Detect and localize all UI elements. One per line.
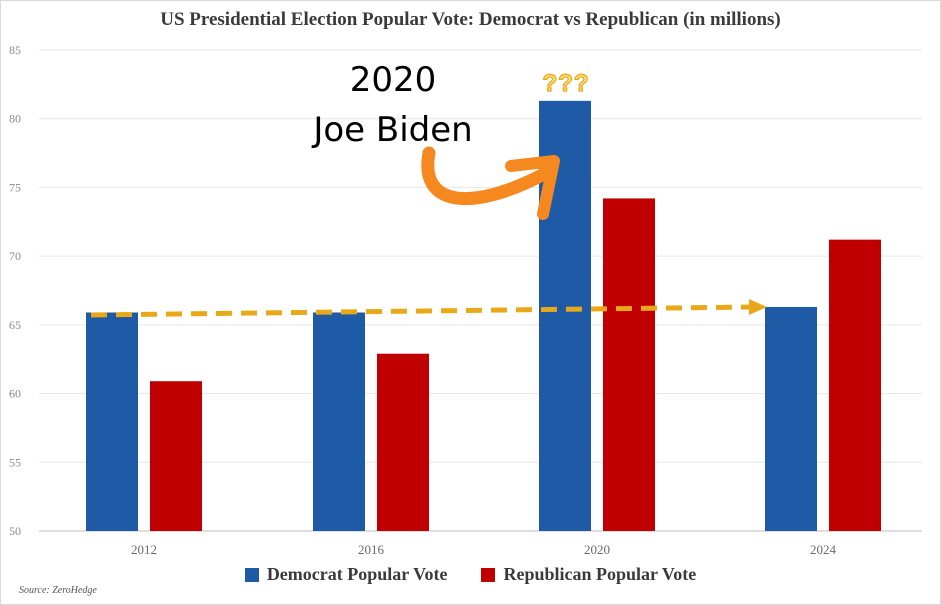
y-tick-label: 80 (9, 112, 21, 126)
y-axis-ticks: 50 55 60 65 70 75 80 85 (9, 43, 21, 538)
bar-democrat-2012 (86, 312, 138, 531)
y-tick-label: 75 (9, 180, 21, 194)
y-tick-label: 65 (9, 318, 21, 332)
y-tick-label: 85 (9, 43, 21, 57)
y-tick-label: 50 (9, 524, 21, 538)
orange-arrowhead (505, 155, 560, 220)
x-axis-ticks: 2012 2016 2020 2024 (131, 542, 837, 557)
trend-dashed-arrow (90, 304, 754, 318)
x-tick-label-2016: 2016 (358, 542, 385, 557)
annotation-year: 2020 (350, 60, 437, 100)
x-tick-label-2020: 2020 (584, 542, 610, 557)
legend: Democrat Popular Vote Republican Popular… (1, 564, 940, 585)
legend-swatch-republican (481, 567, 496, 582)
y-tick-label: 55 (9, 455, 21, 469)
x-tick-label-2012: 2012 (131, 542, 157, 557)
x-tick-label-2024: 2024 (810, 542, 837, 557)
bar-republican-2020 (603, 198, 655, 531)
y-tick-label: 60 (9, 387, 21, 401)
bar-republican-2024 (829, 239, 881, 531)
legend-label-democrat: Democrat Popular Vote (266, 564, 448, 584)
orange-curved-arrow (421, 146, 553, 206)
bar-republican-2012 (150, 381, 202, 531)
legend-item-democrat: Democrat Popular Vote (244, 564, 448, 585)
question-marks: ??? (543, 70, 590, 97)
bar-chart-plot: 50 55 60 65 70 75 80 85 2012 2016 2020 2024 2020 J… (9, 43, 922, 557)
chart-title: US Presidential Election Popular Vote: D… (160, 9, 781, 30)
legend-label-republican: Republican Popular Vote (503, 564, 697, 584)
annotation-name: Joe Biden (311, 110, 472, 150)
legend-swatch-democrat (244, 567, 259, 582)
bar-republican-2016 (377, 353, 429, 531)
trend-arrowhead (749, 299, 767, 315)
y-tick-label: 70 (9, 249, 21, 263)
bar-democrat-2016 (313, 312, 365, 531)
bar-democrat-2024 (765, 306, 817, 531)
legend-item-republican: Republican Popular Vote (481, 564, 696, 585)
source-note: Source: ZeroHedge (19, 585, 97, 596)
